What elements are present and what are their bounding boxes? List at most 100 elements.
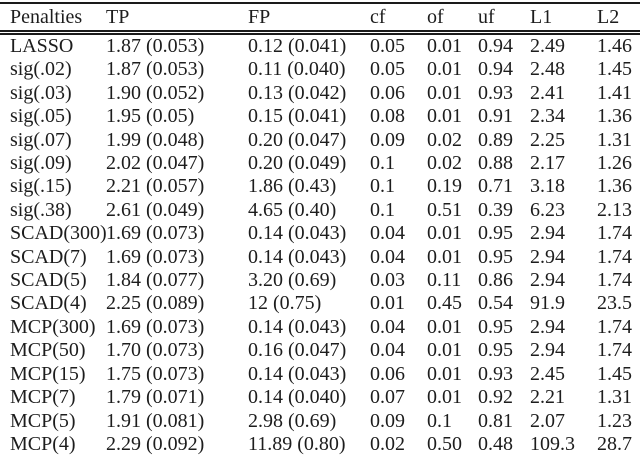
table-row: MCP(300) 1.69 (0.073) 0.14 (0.043) 0.04 0.01… — [0, 316, 640, 339]
table-cell: 1.45 — [597, 362, 632, 385]
table-cell: 0.81 — [478, 409, 513, 432]
table-cell: 0.91 — [478, 105, 513, 128]
table-cell: 2.25 — [530, 128, 565, 151]
row-label: sig(.15) — [10, 175, 72, 198]
column-header-cf: cf — [370, 2, 427, 35]
table-cell: 1.84 (0.077) — [106, 269, 205, 292]
row-label: sig(.02) — [10, 58, 72, 81]
table-cell: 2.45 — [530, 362, 565, 385]
table-cell: 0.93 — [478, 81, 513, 104]
row-label: MCP(4) — [10, 432, 76, 455]
table-row: sig(.09) 2.02 (0.047) 0.20 (0.049) 0.1 0.02 0… — [0, 152, 640, 175]
table-cell: 0.01 — [427, 315, 462, 338]
table-cell: 1.87 (0.053) — [106, 58, 205, 81]
row-label: MCP(50) — [10, 339, 86, 362]
table-cell: 0.04 — [370, 222, 405, 245]
table-cell: 0.20 (0.049) — [248, 152, 347, 175]
header-row: Penalties TP FP cf of uf L1 L2 — [0, 2, 640, 35]
table-cell: 4.65 (0.40) — [248, 198, 337, 221]
table-cell: 28.7 — [597, 432, 632, 455]
table-cell: 0.02 — [370, 432, 405, 455]
table-cell: 0.93 — [478, 362, 513, 385]
column-header-l2: L2 — [597, 2, 640, 35]
table-cell: 1.31 — [597, 386, 632, 409]
column-header-fp: FP — [248, 2, 370, 35]
table-cell: 2.48 — [530, 58, 565, 81]
table-cell: 1.41 — [597, 81, 632, 104]
row-label: sig(.09) — [10, 152, 72, 175]
table-cell: 1.69 (0.073) — [106, 245, 205, 268]
table-cell: 2.02 (0.047) — [106, 152, 205, 175]
table-row: sig(.07) 1.99 (0.048) 0.20 (0.047) 0.09 0.02… — [0, 129, 640, 152]
table-cell: 0.08 — [370, 105, 405, 128]
table-row: sig(.15) 2.21 (0.057) 1.86 (0.43) 0.1 0.19 0.… — [0, 175, 640, 198]
table-cell: 0.1 — [427, 409, 452, 432]
table-cell: 12 (0.75) — [248, 292, 322, 315]
table-cell: 1.31 — [597, 128, 632, 151]
table-cell: 0.48 — [478, 432, 513, 455]
table-cell: 0.04 — [370, 339, 405, 362]
table-cell: 0.03 — [370, 269, 405, 292]
table-cell: 0.05 — [370, 58, 405, 81]
table-cell: 0.01 — [427, 58, 462, 81]
table-cell: 0.06 — [370, 81, 405, 104]
table-cell: 1.23 — [597, 409, 632, 432]
table-row: sig(.05) 1.95 (0.05) 0.15 (0.041) 0.08 0.01 0… — [0, 105, 640, 128]
table-cell: 0.95 — [478, 245, 513, 268]
table-cell: 0.01 — [427, 386, 462, 409]
table-cell: 0.1 — [370, 198, 395, 221]
table-cell: 1.79 (0.071) — [106, 386, 205, 409]
table-cell: 0.1 — [370, 175, 395, 198]
table-cell: 0.94 — [478, 35, 513, 57]
table-row: SCAD(4) 2.25 (0.089) 12 (0.75) 0.01 0.45 0.54… — [0, 292, 640, 315]
column-header-penalties: Penalties — [0, 2, 106, 35]
table-cell: 0.86 — [478, 269, 513, 292]
table-cell: 1.74 — [597, 222, 632, 245]
table-cell: 0.06 — [370, 362, 405, 385]
table-row: sig(.03) 1.90 (0.052) 0.13 (0.042) 0.06 0.01… — [0, 82, 640, 105]
table-cell: 2.21 — [530, 386, 565, 409]
column-header-of: of — [427, 2, 478, 35]
table-cell: 1.69 (0.073) — [106, 315, 205, 338]
table-row: MCP(7) 1.79 (0.071) 0.14 (0.040) 0.07 0.01 0.… — [0, 386, 640, 409]
table-cell: 1.99 (0.048) — [106, 128, 205, 151]
table-row: MCP(50) 1.70 (0.073) 0.16 (0.047) 0.04 0.01 0… — [0, 339, 640, 362]
table-cell: 2.49 — [530, 35, 565, 57]
table-row: sig(.02) 1.87 (0.053) 0.11 (0.040) 0.05 0.01… — [0, 58, 640, 81]
table-cell: 2.17 — [530, 152, 565, 175]
table-cell: 0.14 (0.040) — [248, 386, 347, 409]
table-cell: 0.01 — [427, 245, 462, 268]
table-cell: 0.01 — [370, 292, 405, 315]
table-cell: 0.13 (0.042) — [248, 81, 347, 104]
table-cell: 1.90 (0.052) — [106, 81, 205, 104]
table-body: LASSO 1.87 (0.053) 0.12 (0.041) 0.05 0.01 0.9… — [0, 33, 640, 455]
table-cell: 2.61 (0.049) — [106, 198, 205, 221]
table-cell: 23.5 — [597, 292, 632, 315]
table-row: MCP(15) 1.75 (0.073) 0.14 (0.043) 0.06 0.01 0… — [0, 363, 640, 386]
row-label: MCP(7) — [10, 386, 76, 409]
table-cell: 0.05 — [370, 35, 405, 57]
table-row: LASSO 1.87 (0.053) 0.12 (0.041) 0.05 0.01 0.9… — [0, 33, 640, 59]
table-row: MCP(5) 1.91 (0.081) 2.98 (0.69) 0.09 0.1 0.81… — [0, 410, 640, 433]
table-cell: 0.12 (0.041) — [248, 35, 347, 57]
table-cell: 0.95 — [478, 222, 513, 245]
table-cell: 0.04 — [370, 315, 405, 338]
table-cell: 0.01 — [427, 222, 462, 245]
table-cell: 0.14 (0.043) — [248, 222, 347, 245]
table-cell: 0.04 — [370, 245, 405, 268]
table-cell: 0.94 — [478, 58, 513, 81]
column-header-tp: TP — [106, 2, 248, 35]
table-cell: 11.89 (0.80) — [248, 432, 346, 455]
table-cell: 0.02 — [427, 128, 462, 151]
table-cell: 0.95 — [478, 339, 513, 362]
table-cell: 0.95 — [478, 315, 513, 338]
table-cell: 2.29 (0.092) — [106, 432, 205, 455]
row-label: SCAD(300) — [10, 222, 107, 245]
table-header: Penalties TP FP cf of uf L1 L2 — [0, 2, 640, 35]
table-cell: 109.3 — [530, 432, 575, 455]
table-cell: 0.01 — [427, 339, 462, 362]
table-cell: 1.86 (0.43) — [248, 175, 337, 198]
row-label: sig(.38) — [10, 198, 72, 221]
